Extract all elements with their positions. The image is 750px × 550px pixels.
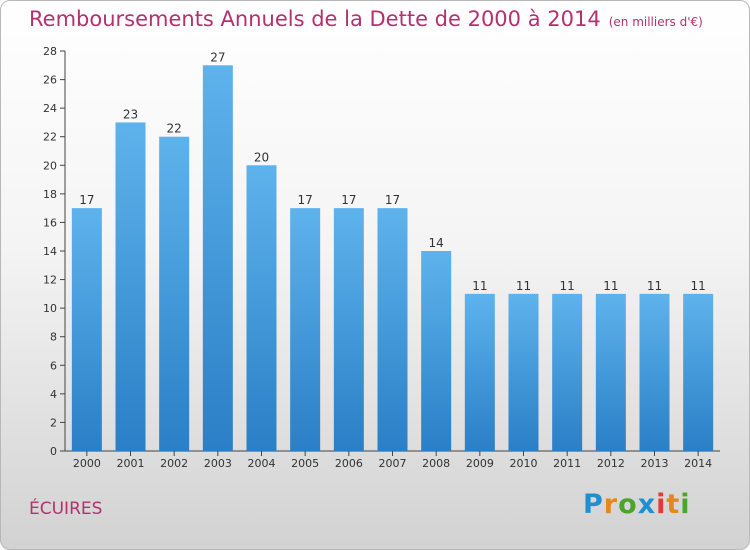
y-tick-label: 8 <box>50 331 57 344</box>
bar-2012 <box>595 293 626 451</box>
data-label-2005: 17 <box>298 193 313 207</box>
y-tick-label: 2 <box>50 416 57 429</box>
x-tick-label: 2006 <box>335 457 363 470</box>
y-tick-label: 16 <box>43 216 57 229</box>
x-tick-label: 2004 <box>248 457 276 470</box>
bar-2005 <box>290 208 321 451</box>
data-label-2003: 27 <box>210 50 225 64</box>
data-label-2004: 20 <box>254 150 269 164</box>
y-tick-label: 10 <box>43 302 57 315</box>
bar-2003 <box>202 65 233 452</box>
bar-2008 <box>421 251 452 451</box>
x-tick-label: 2008 <box>422 457 450 470</box>
x-tick-label: 2001 <box>117 457 145 470</box>
x-tick-label: 2011 <box>553 457 581 470</box>
bar-2009 <box>464 293 495 451</box>
data-label-2006: 17 <box>341 193 356 207</box>
data-label-2002: 22 <box>167 122 182 136</box>
y-tick-label: 20 <box>43 159 57 172</box>
y-tick-label: 24 <box>43 102 57 115</box>
logo-letter: i <box>656 489 667 520</box>
data-label-2009: 11 <box>472 279 487 293</box>
bar-2013 <box>639 293 670 451</box>
logo-letter: o <box>618 489 638 520</box>
chart-title: Remboursements Annuels de la Dette de 20… <box>29 7 703 31</box>
x-tick-label: 2000 <box>73 457 101 470</box>
x-tick-label: 2014 <box>684 457 712 470</box>
data-label-2001: 23 <box>123 107 138 121</box>
data-label-2000: 17 <box>79 193 94 207</box>
y-tick-label: 6 <box>50 359 57 372</box>
bar-2002 <box>159 136 190 451</box>
y-tick-label: 0 <box>50 445 57 458</box>
logo-letter: t <box>666 489 681 520</box>
chart-subtitle: (en milliers d'€) <box>608 15 703 29</box>
bar-2001 <box>115 122 146 451</box>
bar-2000 <box>71 208 102 451</box>
data-label-2012: 11 <box>603 279 618 293</box>
data-label-2007: 17 <box>385 193 400 207</box>
logo-letter: x <box>637 489 657 520</box>
y-tick-label: 12 <box>43 274 57 287</box>
chart-data-labels: 17 23 22 27 20 17 17 17 14 11 11 11 11 11 11 <box>79 50 706 293</box>
bar-2010 <box>508 293 539 451</box>
x-tick-label: 2010 <box>510 457 538 470</box>
logo-letter: i <box>680 489 691 520</box>
y-tick-label: 18 <box>43 188 57 201</box>
x-tick-label: 2005 <box>291 457 319 470</box>
x-tick-label: 2009 <box>466 457 494 470</box>
logo-letter: r <box>603 489 619 520</box>
x-tick-label: 2007 <box>379 457 407 470</box>
data-label-2010: 11 <box>516 279 531 293</box>
x-tick-label: 2002 <box>160 457 188 470</box>
bar-2011 <box>552 293 583 451</box>
data-label-2008: 14 <box>429 236 444 250</box>
proxiti-logo[interactable]: Proxiti <box>583 489 691 520</box>
y-tick-label: 28 <box>43 45 57 58</box>
x-tick-label: 2012 <box>597 457 625 470</box>
y-tick-label: 4 <box>50 388 57 401</box>
logo-letter: P <box>583 489 604 520</box>
data-label-2013: 11 <box>647 279 662 293</box>
commune-name: ÉCUIRES <box>29 499 103 519</box>
bar-2007 <box>377 208 408 451</box>
bar-2004 <box>246 165 277 452</box>
chart-bars <box>71 65 714 452</box>
data-label-2014: 11 <box>691 279 706 293</box>
y-tick-label: 26 <box>43 74 57 87</box>
x-tick-label: 2003 <box>204 457 232 470</box>
bar-2014 <box>683 293 714 451</box>
x-tick-label: 2013 <box>641 457 669 470</box>
chart-title-text: Remboursements Annuels de la Dette de 20… <box>29 7 601 31</box>
y-tick-label: 22 <box>43 131 57 144</box>
data-label-2011: 11 <box>560 279 575 293</box>
bar-2006 <box>333 208 364 451</box>
y-tick-label: 14 <box>43 245 57 258</box>
